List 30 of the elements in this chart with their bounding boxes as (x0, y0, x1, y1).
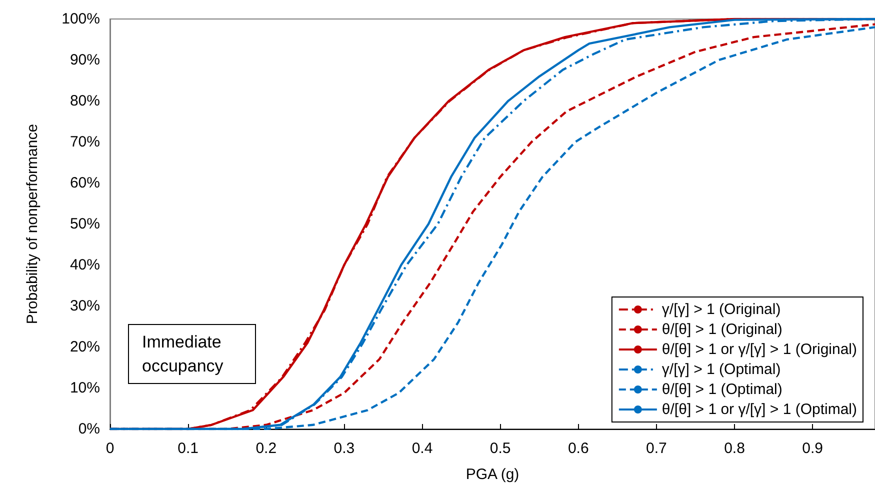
x-tick-label: 0.9 (802, 440, 823, 457)
x-tick-label: 0.7 (646, 440, 667, 457)
legend-label: θ/[θ] > 1 (Optimal) (662, 381, 782, 398)
legend-label: θ/[θ] > 1 (Original) (662, 321, 782, 338)
x-axis-title: PGA (g) (466, 466, 520, 483)
x-tick-label: 0.6 (568, 440, 589, 457)
y-tick-label: 30% (70, 298, 100, 314)
y-tick-label: 70% (70, 134, 100, 150)
x-tick-label: 0.8 (724, 440, 745, 457)
y-tick-label: 40% (70, 256, 100, 274)
legend-label: θ/[θ] > 1 or γ/[γ] > 1 (Optimal) (662, 401, 857, 418)
y-tick-label: 0% (78, 420, 100, 438)
y-tick-label: 90% (70, 52, 100, 68)
x-tick-label: 0.1 (178, 440, 198, 457)
x-tick-label: 0.4 (412, 440, 433, 457)
y-tick-label: 80% (70, 92, 100, 110)
y-tick-label: 60% (70, 174, 100, 192)
y-tick-label: 100% (62, 10, 100, 28)
y-tick-label: 50% (70, 216, 100, 232)
x-tick-label: 0.2 (256, 440, 277, 457)
y-tick-label: 10% (70, 380, 100, 396)
legend-label: γ/[γ] > 1 (Original) (662, 301, 781, 318)
legend-label: θ/[θ] > 1 or γ/[γ] > 1 (Original) (662, 341, 858, 358)
x-tick-label: 0 (106, 440, 114, 457)
x-tick-label: 0.5 (490, 440, 511, 457)
x-tick-label: 0.3 (334, 440, 355, 457)
annotation: Immediate occupancy (142, 332, 226, 376)
legend-label: γ/[γ] > 1 (Optimal) (662, 361, 781, 378)
y-axis-title: Probability of nonperformance (24, 124, 41, 324)
y-tick-label: 20% (70, 338, 100, 356)
